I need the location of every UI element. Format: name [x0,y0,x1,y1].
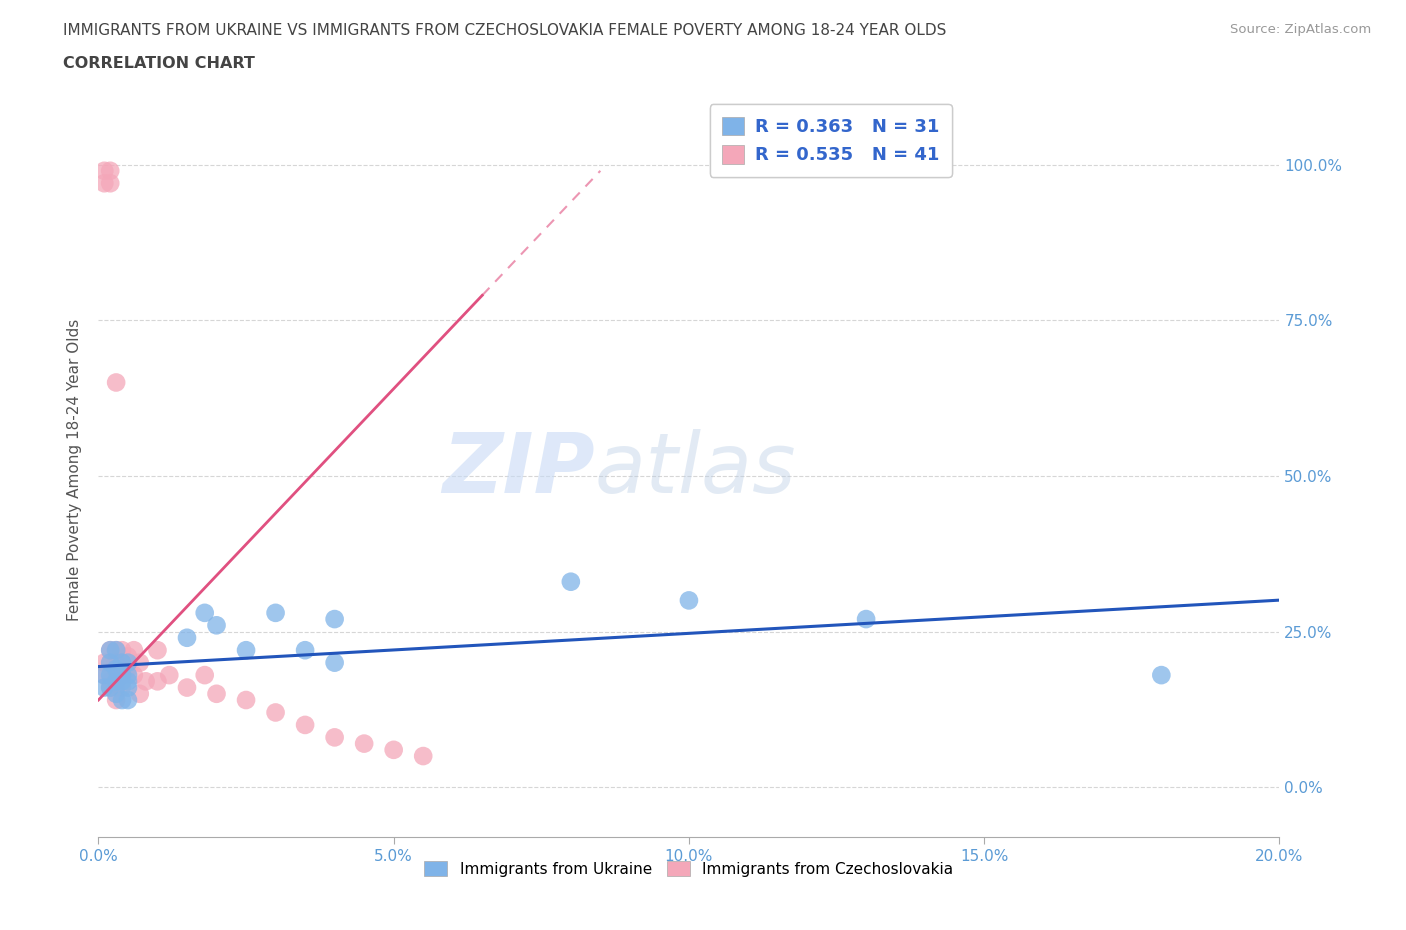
Point [93,656,115,671]
Point [111,693,134,708]
Point [111,668,134,683]
Point [98,164,121,179]
Point [117,661,139,676]
Point [105,375,128,390]
Point [323,730,346,745]
Point [105,680,128,695]
Point [264,605,287,620]
Point [194,605,217,620]
Point [122,668,145,683]
Point [98,643,121,658]
Point [98,680,121,695]
Point [194,668,217,683]
Point [93,668,115,683]
Point [105,643,128,658]
Point [294,643,316,658]
Point [111,656,134,671]
Point [93,668,115,683]
Point [176,631,198,645]
Point [235,643,257,658]
Point [128,686,150,701]
Point [382,742,405,757]
Point [105,674,128,689]
Point [93,176,115,191]
Point [205,618,228,632]
Point [1150,668,1173,683]
Point [205,686,228,701]
Point [111,643,134,658]
Point [98,656,121,671]
Point [105,643,128,658]
Point [176,680,198,695]
Point [560,575,582,590]
Point [323,612,346,627]
Point [98,176,121,191]
Point [105,661,128,676]
Point [323,656,346,671]
Point [117,680,139,695]
Point [111,674,134,689]
Point [855,612,877,627]
Point [678,593,700,608]
Point [128,656,150,671]
Point [111,668,134,683]
Point [117,668,139,683]
Point [98,656,121,671]
Point [117,674,139,689]
Point [117,656,139,671]
Point [105,674,128,689]
Point [353,737,375,751]
Text: IMMIGRANTS FROM UKRAINE VS IMMIGRANTS FROM CZECHOSLOVAKIA FEMALE POVERTY AMONG 1: IMMIGRANTS FROM UKRAINE VS IMMIGRANTS FR… [63,23,946,38]
Point [98,643,121,658]
Text: Source: ZipAtlas.com: Source: ZipAtlas.com [1230,23,1371,36]
Point [294,717,316,732]
Point [105,686,128,701]
Point [105,693,128,708]
Y-axis label: Female Poverty Among 18-24 Year Olds: Female Poverty Among 18-24 Year Olds [67,318,83,621]
Point [157,668,180,683]
Point [117,649,139,664]
Text: atlas: atlas [595,429,796,511]
Point [105,661,128,676]
Point [117,693,139,708]
Legend: R = 0.363   N = 31, R = 0.535   N = 41: R = 0.363 N = 31, R = 0.535 N = 41 [710,104,952,177]
Point [111,680,134,695]
Point [98,668,121,683]
Point [264,705,287,720]
Text: CORRELATION CHART: CORRELATION CHART [63,56,254,71]
Point [98,674,121,689]
Point [146,643,169,658]
Point [105,656,128,671]
Point [135,674,157,689]
Point [98,680,121,695]
Point [235,693,257,708]
Point [93,680,115,695]
Point [93,164,115,179]
Point [146,674,169,689]
Point [412,749,434,764]
Point [111,656,134,671]
Text: ZIP: ZIP [441,429,595,511]
Point [122,643,145,658]
